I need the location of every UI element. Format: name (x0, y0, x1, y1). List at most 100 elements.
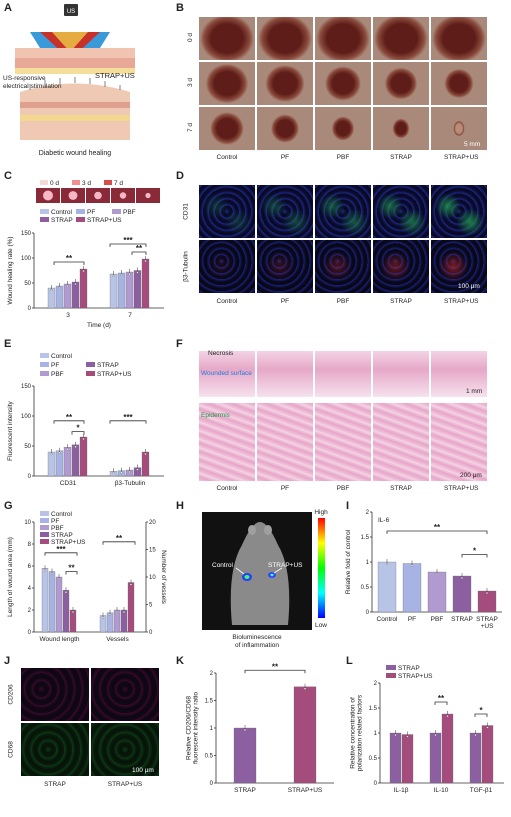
data-point (57, 577, 61, 581)
y-tick-label: 1.5 (361, 535, 370, 541)
y-axis-label: Relative concentration of (350, 697, 357, 769)
column-label: Control (216, 154, 238, 161)
legend-label: STRAP (51, 217, 73, 224)
legend-swatch (386, 673, 396, 678)
data-point (243, 728, 247, 732)
legend-swatch (40, 353, 49, 358)
y-tick-label: 0 (210, 781, 214, 787)
epidermis-label: Epidermis (201, 412, 230, 419)
y-tick-label: 4 (28, 586, 32, 592)
panel-label-g: G (4, 500, 13, 512)
significance-bracket (53, 261, 85, 265)
x-tick-label: TGF-β1 (470, 787, 493, 794)
significance-label: * (479, 706, 483, 715)
significance-bracket (386, 530, 488, 534)
significance-label: ** (136, 244, 143, 253)
column-label: Control (216, 298, 238, 305)
significance-label: ** (68, 564, 75, 573)
y-tick-label: 10 (24, 520, 31, 526)
macrophage-image (20, 722, 90, 777)
significance-label: *** (123, 413, 133, 422)
bar (141, 258, 150, 309)
column-label: PF (280, 154, 290, 161)
y-tick-label: 0 (366, 610, 370, 616)
histology-overview (198, 350, 256, 398)
bar (389, 732, 402, 784)
legend-swatch (40, 539, 49, 544)
fluorescence-image (430, 184, 488, 239)
macrophage-image (90, 722, 160, 777)
data-point (108, 613, 112, 616)
bar (401, 734, 414, 784)
y-tick-label-right: 15 (149, 548, 156, 554)
panel-e: E Control PF STRAP PBF STRAP+US 0 50 100 150 Fluo… (0, 336, 170, 501)
data-point (50, 452, 53, 456)
x-tick-label: Wound length (40, 636, 80, 643)
y-tick-label: 6 (28, 564, 32, 570)
column-label: STRAP+US (444, 154, 479, 161)
wound-photo (198, 61, 256, 106)
bar (469, 732, 482, 784)
legend-label: PBF (51, 525, 64, 532)
data-point (406, 735, 409, 738)
y-tick-label-right: 10 (149, 575, 156, 581)
legend-label: STRAP+US (87, 217, 122, 224)
legend-swatch (104, 180, 112, 185)
wound-photo (372, 16, 430, 61)
panel-b: B 0 d 3 d 7 d Control PF PBF STRAP STRAP+US 5 mm (172, 0, 511, 165)
legend-label: PBF (123, 209, 136, 216)
data-point (144, 259, 147, 263)
legend-label: Control (51, 511, 73, 518)
wounded-surface-label: Wounded surface (201, 370, 252, 377)
data-point (50, 288, 53, 292)
legend-label: Control (51, 353, 73, 360)
data-point (486, 726, 489, 729)
panel-g: G Control PF PBF STRAP STRAP+US 0 2 4 6 8 10 Length… (0, 500, 170, 650)
scale-bar-label: 100 μm (458, 283, 480, 290)
y-axis-label: Fluorescent intensity (7, 400, 14, 460)
significance-label: *** (123, 236, 133, 245)
x-tick-label: IL-10 (434, 787, 449, 794)
y-tick-label: 100 (21, 414, 32, 420)
legend-label: STRAP+US (398, 673, 433, 680)
chart-wound-healing-rate: 0 d 3 d 7 d Control PF PBF STRAP STRAP+US 0 50 100… (7, 180, 164, 329)
panel-label-l: L (346, 655, 353, 667)
bar (141, 451, 150, 477)
chart-title: IL-6 (378, 517, 390, 524)
bar (71, 281, 80, 309)
data-point (144, 452, 147, 456)
significance-bracket (461, 554, 488, 558)
bar (441, 713, 454, 784)
significance-label: *** (56, 545, 66, 554)
row-label: β3-Tubulin (182, 251, 190, 282)
y-tick-label: 0.5 (361, 585, 370, 591)
a-left2: electrical stimulation (3, 83, 62, 90)
data-point (82, 437, 85, 441)
bar (127, 582, 135, 633)
panel-label-e: E (4, 338, 12, 350)
data-point (58, 286, 61, 290)
significance-label: ** (116, 534, 123, 543)
y-tick-label: 2 (366, 510, 370, 516)
fluorescence-image (256, 239, 314, 294)
wound-photo (314, 16, 372, 61)
panel-i: I 0 0.5 1 1.5 2 Relative fold of control IL-6 C… (342, 500, 511, 650)
histology-zoom (372, 402, 430, 482)
wound-photo (314, 61, 372, 106)
fluorescence-image (372, 239, 430, 294)
bar (47, 451, 56, 477)
histology-overview (314, 350, 372, 398)
wound-thumbnail-spot (119, 192, 127, 199)
data-point (120, 471, 123, 474)
data-point (64, 591, 68, 594)
x-tick-label: STRAP (451, 616, 473, 623)
y-axis-label-right: Number of vessels (160, 550, 167, 605)
bar (293, 686, 317, 784)
a-left1: US-responsive (3, 75, 46, 82)
a-bottom: Diabetic wound healing (39, 150, 111, 157)
bar (452, 575, 472, 613)
legend-swatch (112, 209, 121, 214)
y-tick-label: 2 (28, 608, 32, 614)
a-us: US (67, 9, 75, 15)
wound-thumbnail-spot (145, 192, 151, 199)
